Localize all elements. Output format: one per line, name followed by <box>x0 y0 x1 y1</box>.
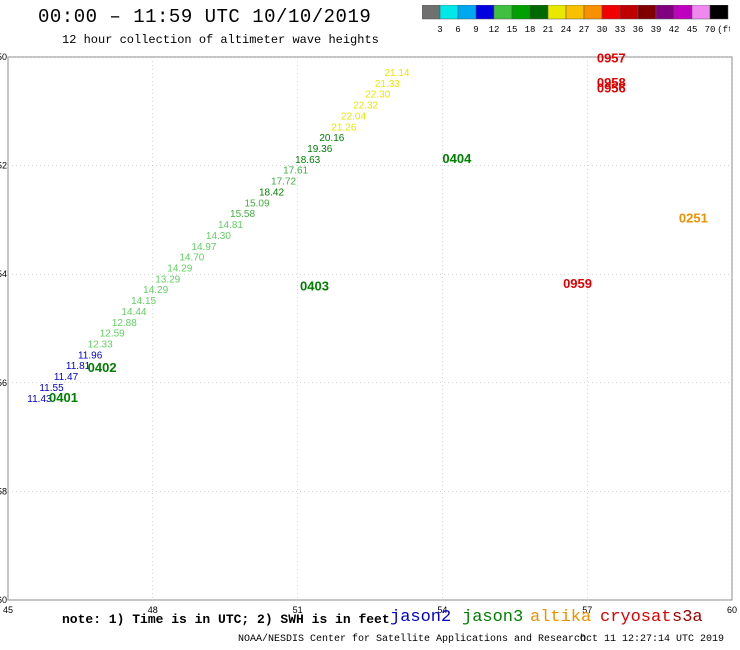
scale-label: 15 <box>507 25 518 35</box>
scale-label: 70 <box>705 25 716 35</box>
wave-height-mark: 14.70 <box>179 253 204 264</box>
scale-label: 27 <box>579 25 590 35</box>
x-tick-label: 57 <box>582 605 592 615</box>
scale-label: 18 <box>525 25 536 35</box>
footer-credit: NOAA/NESDIS Center for Satellite Applica… <box>238 634 587 645</box>
legend-jason3: jason3 <box>462 608 524 627</box>
wave-height-mark: 11.43 <box>27 394 52 405</box>
wave-height-mark: 22.04 <box>341 111 366 122</box>
wave-height-mark: 11.47 <box>54 372 79 383</box>
scale-label: 39 <box>651 25 662 35</box>
wave-height-mark: 12.59 <box>100 329 125 340</box>
scale-label: 24 <box>561 25 572 35</box>
map-title: 00:00 – 11:59 UTC 10/10/2019 <box>38 6 372 28</box>
wave-height-mark: 20.16 <box>319 133 344 144</box>
wave-height-mark: 21.26 <box>331 122 356 133</box>
scale-swatch <box>709 5 729 20</box>
pass-label: 0403 <box>300 278 329 293</box>
wave-height-mark: 14.29 <box>167 263 192 274</box>
wave-height-mark: 12.33 <box>88 340 113 351</box>
wave-height-mark: 21.33 <box>375 79 400 90</box>
scale-label: 33 <box>615 25 626 35</box>
scale-label: 36 <box>633 25 644 35</box>
pass-label: 0957 <box>597 50 626 65</box>
pass-label: 0402 <box>88 360 117 375</box>
wave-height-mark: 13.29 <box>155 274 180 285</box>
map-subtitle: 12 hour collection of altimeter wave hei… <box>62 33 379 47</box>
y-tick-label: -54 <box>0 269 7 279</box>
scale-label: 45 <box>687 25 698 35</box>
wave-height-mark: 22.30 <box>365 90 390 101</box>
wave-height-mark: 11.81 <box>66 361 91 372</box>
scale-label: 12 <box>489 25 500 35</box>
y-tick-label: -58 <box>0 486 7 496</box>
x-tick-label: 60 <box>727 605 737 615</box>
wave-height-mark: 19.36 <box>307 144 332 155</box>
wave-height-mark: 21.14 <box>384 68 409 79</box>
y-tick-label: -56 <box>0 378 7 388</box>
scale-label: 30 <box>597 25 608 35</box>
pass-label: 0404 <box>442 151 472 166</box>
scale-label: (ft) <box>717 25 730 35</box>
wave-height-mark: 11.96 <box>78 350 103 361</box>
scale-label: 6 <box>455 25 460 35</box>
wave-height-mark: 14.30 <box>206 231 231 242</box>
footer-note: note: 1) Time is in UTC; 2) SWH is in fe… <box>62 612 390 627</box>
scale-label: 3 <box>437 25 442 35</box>
map-frame <box>7 56 733 601</box>
pass-label: 0401 <box>49 390 78 405</box>
wave-height-mark: 11.55 <box>39 383 64 394</box>
y-tick-label: -52 <box>0 161 7 171</box>
wave-height-mark: 14.81 <box>218 220 243 231</box>
pass-label: 0959 <box>563 276 592 291</box>
wave-height-mark: 15.58 <box>230 209 255 220</box>
pass-label: 0956 <box>597 80 626 95</box>
wave-height-mark: 22.32 <box>353 101 378 112</box>
legend-altika: altika <box>530 608 592 627</box>
wave-height-mark: 18.42 <box>259 187 284 198</box>
y-tick-label: -60 <box>0 595 7 605</box>
x-tick-label: 54 <box>437 605 447 615</box>
x-tick-label: 48 <box>148 605 158 615</box>
wave-height-mark: 17.61 <box>283 166 308 177</box>
wave-height-mark: 14.97 <box>191 242 216 253</box>
wave-height-mark: 14.15 <box>131 296 156 307</box>
wave-height-mark: 15.09 <box>245 198 270 209</box>
legend-jason2: jason2 <box>390 608 452 627</box>
wave-height-mark: 17.72 <box>271 177 296 188</box>
pass-label: 0958 <box>597 75 626 90</box>
scale-label: 9 <box>473 25 478 35</box>
legend-cryosat: cryosat <box>600 608 672 627</box>
x-tick-label: 45 <box>3 605 13 615</box>
scale-label: 21 <box>543 25 554 35</box>
scale-label: 42 <box>669 25 680 35</box>
footer-timestamp: Oct 11 12:27:14 UTC 2019 <box>580 634 725 645</box>
pass-label: 0251 <box>679 211 708 226</box>
wave-height-mark: 14.29 <box>143 285 168 296</box>
x-tick-label: 51 <box>293 605 303 615</box>
wave-height-mark: 12.88 <box>112 318 137 329</box>
y-tick-label: -50 <box>0 52 7 62</box>
legend-s3a: s3a <box>672 608 703 627</box>
wave-height-mark: 18.63 <box>295 155 320 166</box>
wave-height-mark: 14.44 <box>121 307 146 318</box>
